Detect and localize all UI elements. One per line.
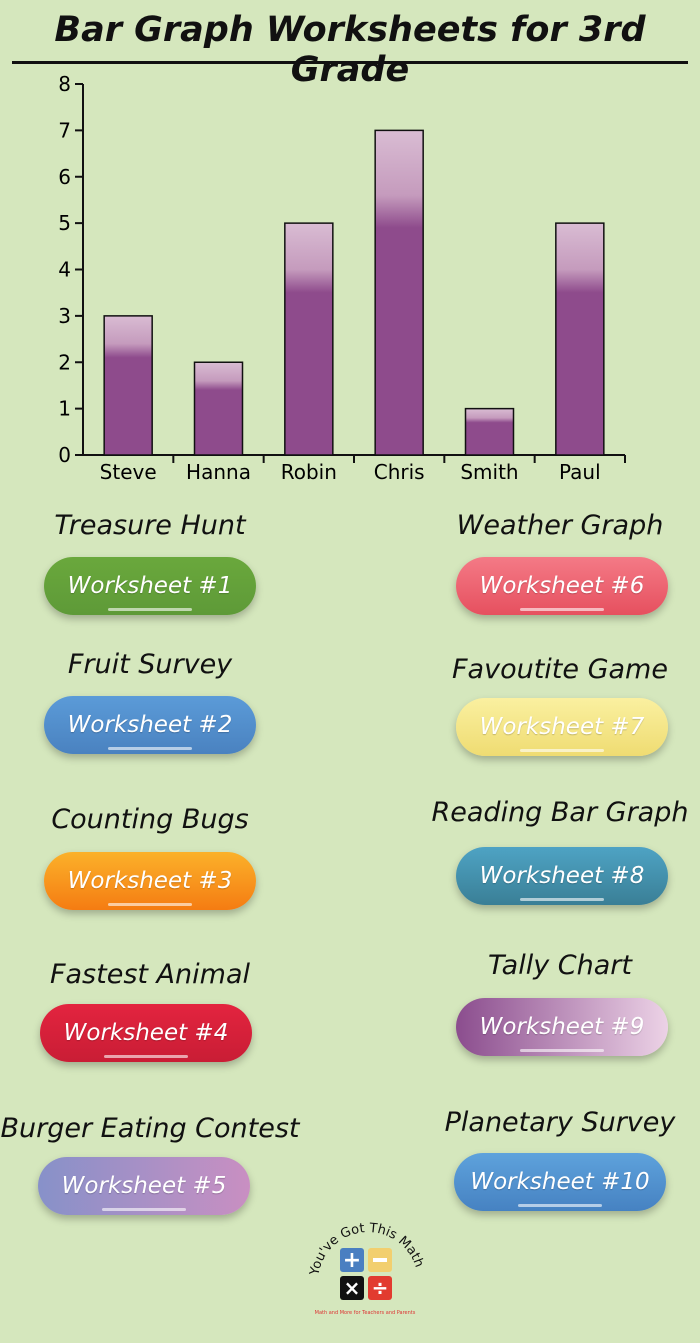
title-divider <box>12 61 688 64</box>
button-label: Worksheet #5 <box>61 1173 227 1199</box>
button-label: Worksheet #10 <box>470 1169 650 1195</box>
button-label: Worksheet #9 <box>479 1014 645 1040</box>
worksheet-caption: Burger Eating Contest <box>0 1113 300 1144</box>
y-tick-label: 0 <box>58 443 71 467</box>
worksheet-caption: Weather Graph <box>456 510 664 541</box>
page-title: Bar Graph Worksheets for 3rd Grade <box>54 10 646 90</box>
bar-robin <box>284 222 334 456</box>
bar-smith <box>464 407 515 456</box>
svg-text:+: + <box>343 1248 361 1273</box>
button-label: Worksheet #1 <box>67 573 233 599</box>
bar-chart: 0 1 2 3 4 5 6 7 8 Steve Hanna Robin Chris Smith Paul <box>58 72 626 484</box>
y-tick-label: 8 <box>58 72 71 96</box>
worksheet-4-button[interactable]: Worksheet #4 <box>40 1004 252 1062</box>
y-tick-label: 5 <box>58 211 71 235</box>
worksheet-6-button[interactable]: Worksheet #6 <box>456 557 668 615</box>
button-label: Worksheet #8 <box>479 863 645 889</box>
worksheet-caption: Fruit Survey <box>67 649 233 680</box>
worksheet-caption: Reading Bar Graph <box>431 797 689 828</box>
svg-text:×: × <box>344 1276 361 1300</box>
worksheet-3-button[interactable]: Worksheet #3 <box>44 852 256 910</box>
svg-text:You've Got This Math: You've Got This Math <box>307 1221 426 1278</box>
button-label: Worksheet #7 <box>479 714 645 740</box>
svg-text:÷: ÷ <box>372 1276 389 1300</box>
x-tick-label: Robin <box>281 460 337 484</box>
y-tick-label: 6 <box>58 165 71 189</box>
worksheet-7-button[interactable]: Worksheet #7 <box>456 698 668 756</box>
button-label: Worksheet #4 <box>63 1020 229 1046</box>
worksheet-caption: Treasure Hunt <box>54 510 246 541</box>
worksheet-9-button[interactable]: Worksheet #9 <box>456 998 668 1056</box>
worksheet-caption: Fastest Animal <box>49 959 250 990</box>
y-tick-label: 4 <box>58 258 71 282</box>
button-label: Worksheet #2 <box>67 712 233 738</box>
button-label: Worksheet #6 <box>479 573 645 599</box>
button-label: Worksheet #3 <box>67 868 233 894</box>
bar-chris <box>374 129 424 456</box>
x-tick-label: Hanna <box>186 460 251 484</box>
logo-tagline: Math and More for Teachers and Parents <box>315 1310 416 1316</box>
worksheet-10-button[interactable]: Worksheet #10 <box>454 1153 666 1211</box>
x-tick-label: Smith <box>460 460 518 484</box>
worksheet-caption: Planetary Survey <box>444 1107 676 1138</box>
worksheet-caption: Tally Chart <box>488 950 632 981</box>
y-tick-label: 7 <box>58 118 71 142</box>
y-tick-label: 3 <box>58 304 71 328</box>
x-tick-label: Steve <box>100 460 157 484</box>
y-tick-label: 2 <box>58 350 71 374</box>
worksheet-caption: Counting Bugs <box>51 804 249 835</box>
worksheet-1-button[interactable]: Worksheet #1 <box>44 557 256 615</box>
multiply-icon <box>340 1276 364 1300</box>
y-tick-label: 1 <box>58 397 71 421</box>
bar-hanna <box>193 361 244 456</box>
worksheet-caption: Favoutite Game <box>452 654 668 685</box>
bar-paul <box>555 222 605 456</box>
x-tick-label: Paul <box>559 460 601 484</box>
logo: You've Got This Math + × ÷ Math and More… <box>300 1220 430 1320</box>
x-tick-label: Chris <box>374 460 425 484</box>
plus-icon <box>340 1248 364 1272</box>
logo-text: You've Got This Math <box>307 1221 426 1278</box>
divide-icon <box>368 1276 392 1300</box>
worksheet-8-button[interactable]: Worksheet #8 <box>456 847 668 905</box>
bar-steve <box>103 315 153 456</box>
worksheet-5-button[interactable]: Worksheet #5 <box>38 1157 250 1215</box>
worksheet-2-button[interactable]: Worksheet #2 <box>44 696 256 754</box>
